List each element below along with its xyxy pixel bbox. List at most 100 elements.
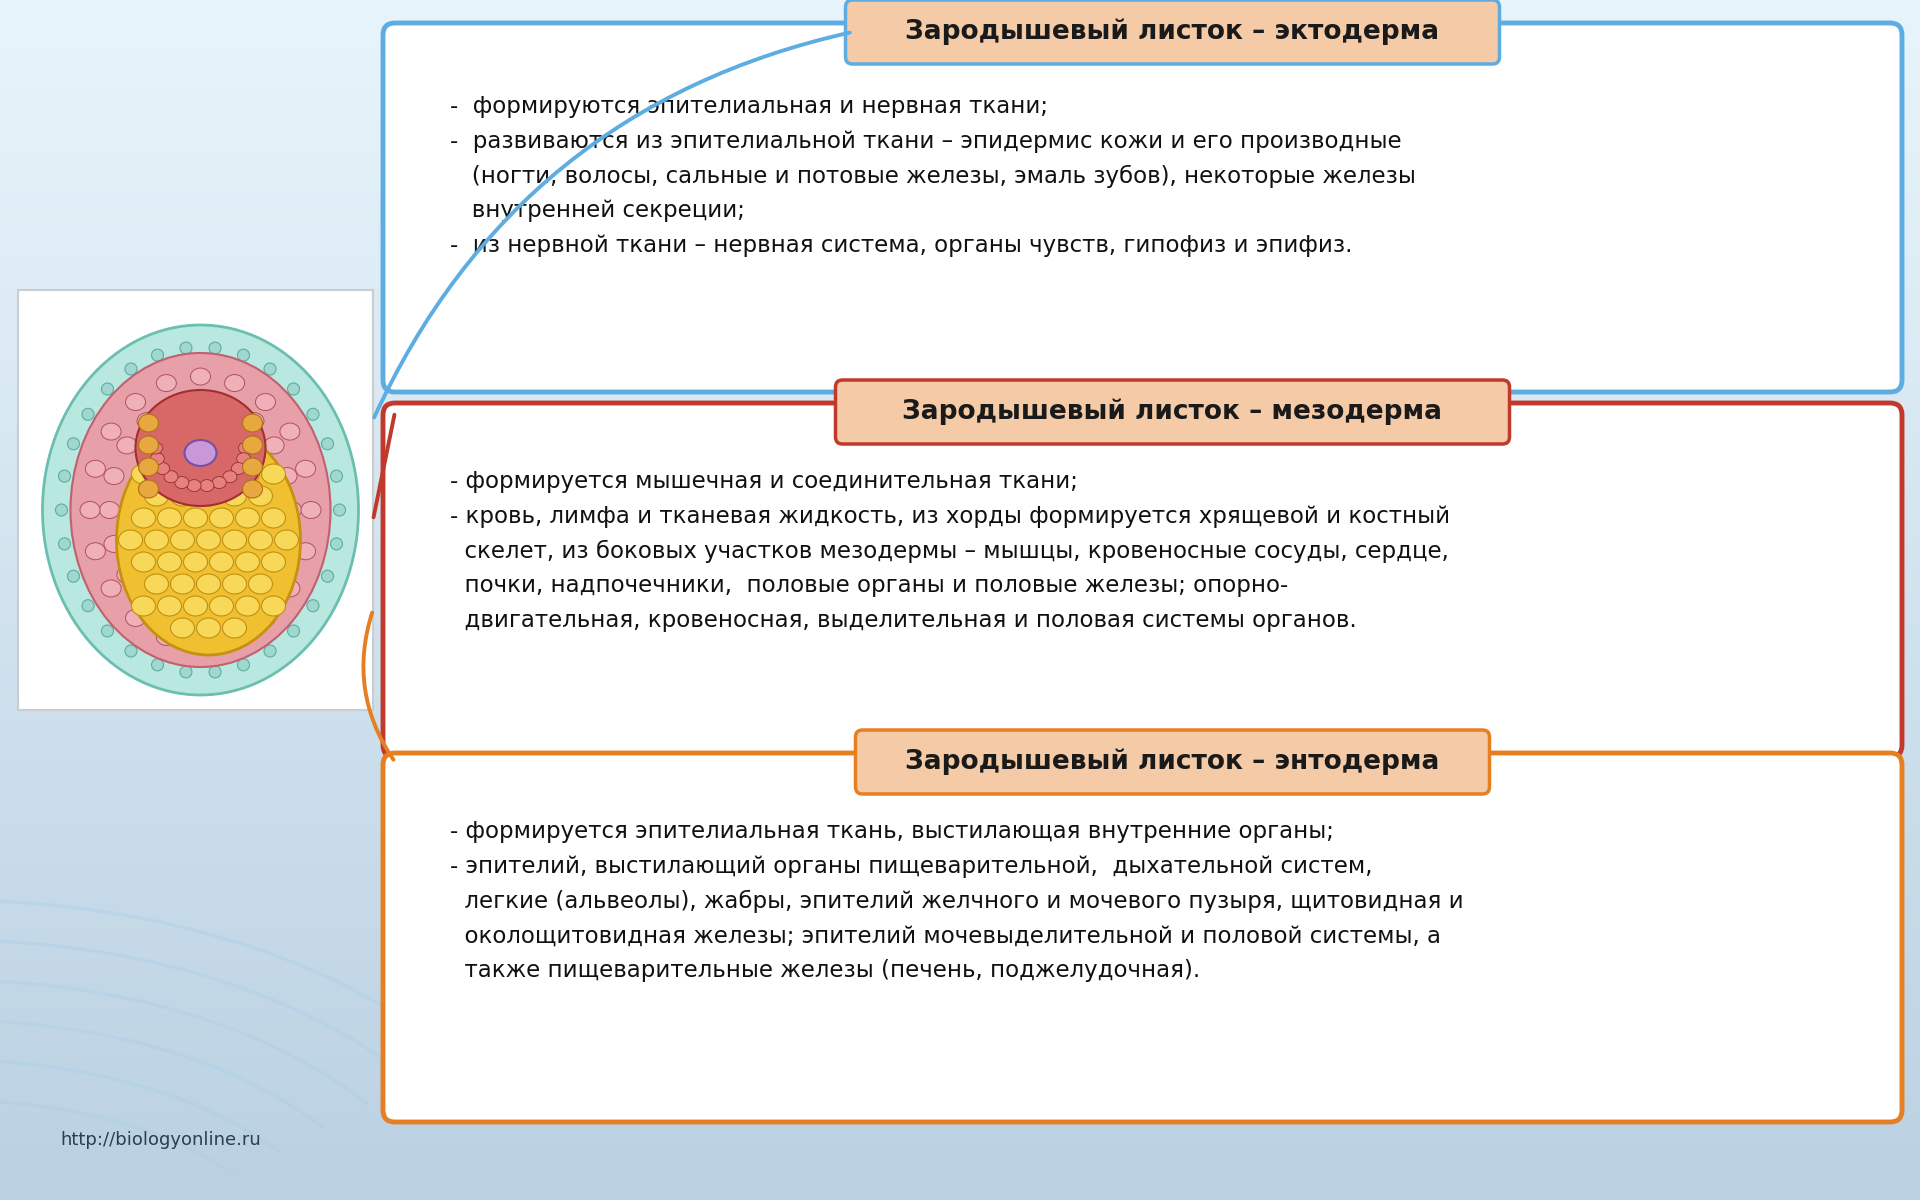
Ellipse shape: [248, 530, 273, 550]
Bar: [0, 150, 1920, 156]
Circle shape: [125, 644, 136, 656]
Ellipse shape: [171, 442, 194, 462]
Bar: [0, 828, 1920, 834]
Bar: [0, 684, 1920, 690]
Bar: [0, 942, 1920, 948]
Bar: [0, 564, 1920, 570]
Bar: [0, 648, 1920, 654]
Bar: [0, 96, 1920, 102]
Ellipse shape: [144, 574, 169, 594]
Bar: [0, 792, 1920, 798]
Bar: [0, 786, 1920, 792]
Circle shape: [238, 659, 250, 671]
Bar: [0, 816, 1920, 822]
Bar: [0, 66, 1920, 72]
Bar: [0, 768, 1920, 774]
Ellipse shape: [248, 486, 273, 506]
Ellipse shape: [213, 476, 227, 488]
Ellipse shape: [236, 596, 259, 616]
Bar: [0, 1128, 1920, 1134]
Bar: [0, 1194, 1920, 1200]
Ellipse shape: [255, 394, 275, 410]
Ellipse shape: [261, 552, 286, 572]
Bar: [0, 546, 1920, 552]
Ellipse shape: [236, 552, 259, 572]
Ellipse shape: [117, 566, 136, 583]
Bar: [0, 444, 1920, 450]
Bar: [0, 552, 1920, 558]
Bar: [0, 894, 1920, 900]
Bar: [0, 1044, 1920, 1050]
Ellipse shape: [150, 452, 165, 464]
Circle shape: [83, 408, 94, 420]
Bar: [0, 168, 1920, 174]
Ellipse shape: [236, 452, 252, 464]
Ellipse shape: [84, 542, 106, 559]
Bar: [0, 462, 1920, 468]
Ellipse shape: [163, 606, 182, 623]
Bar: [0, 300, 1920, 306]
Bar: [0, 570, 1920, 576]
Bar: [0, 480, 1920, 486]
Bar: [0, 486, 1920, 492]
Ellipse shape: [119, 530, 142, 550]
Circle shape: [152, 349, 163, 361]
Bar: [0, 1104, 1920, 1110]
Ellipse shape: [71, 353, 330, 667]
Bar: [0, 696, 1920, 702]
Ellipse shape: [171, 530, 194, 550]
Bar: [0, 714, 1920, 720]
Ellipse shape: [236, 508, 259, 528]
Bar: [0, 186, 1920, 192]
Ellipse shape: [156, 374, 177, 391]
Bar: [0, 624, 1920, 630]
FancyBboxPatch shape: [845, 0, 1500, 64]
Bar: [0, 1164, 1920, 1170]
Bar: [0, 1032, 1920, 1038]
Circle shape: [238, 349, 250, 361]
Bar: [0, 750, 1920, 756]
Ellipse shape: [296, 461, 315, 478]
Bar: [0, 906, 1920, 912]
Bar: [0, 654, 1920, 660]
Circle shape: [209, 342, 221, 354]
Bar: [0, 642, 1920, 648]
Bar: [0, 114, 1920, 120]
Ellipse shape: [156, 629, 177, 646]
Bar: [0, 402, 1920, 408]
Text: - формируется эпителиальная ткань, выстилающая внутренние органы;
- эпителий, вы: - формируется эпителиальная ткань, высти…: [449, 820, 1463, 982]
Bar: [0, 1086, 1920, 1092]
Bar: [0, 414, 1920, 420]
Ellipse shape: [163, 470, 179, 482]
Bar: [0, 504, 1920, 510]
Bar: [0, 1098, 1920, 1104]
Circle shape: [180, 342, 192, 354]
Bar: [0, 246, 1920, 252]
Bar: [0, 1122, 1920, 1128]
Bar: [0, 1074, 1920, 1080]
Bar: [0, 84, 1920, 90]
Bar: [0, 198, 1920, 204]
Ellipse shape: [196, 574, 221, 594]
Bar: [0, 774, 1920, 780]
Ellipse shape: [102, 580, 121, 596]
Bar: [0, 726, 1920, 732]
Ellipse shape: [196, 618, 221, 638]
Ellipse shape: [261, 508, 286, 528]
Ellipse shape: [136, 590, 157, 607]
Ellipse shape: [104, 468, 125, 485]
Ellipse shape: [261, 596, 286, 616]
Bar: [0, 492, 1920, 498]
Bar: [0, 540, 1920, 546]
Bar: [0, 936, 1920, 942]
Bar: [0, 432, 1920, 438]
Ellipse shape: [196, 486, 221, 506]
Bar: [0, 36, 1920, 42]
FancyBboxPatch shape: [835, 380, 1509, 444]
Bar: [0, 162, 1920, 168]
Ellipse shape: [230, 462, 246, 474]
Bar: [0, 1152, 1920, 1158]
Circle shape: [307, 600, 319, 612]
Bar: [0, 972, 1920, 978]
Ellipse shape: [223, 470, 236, 482]
